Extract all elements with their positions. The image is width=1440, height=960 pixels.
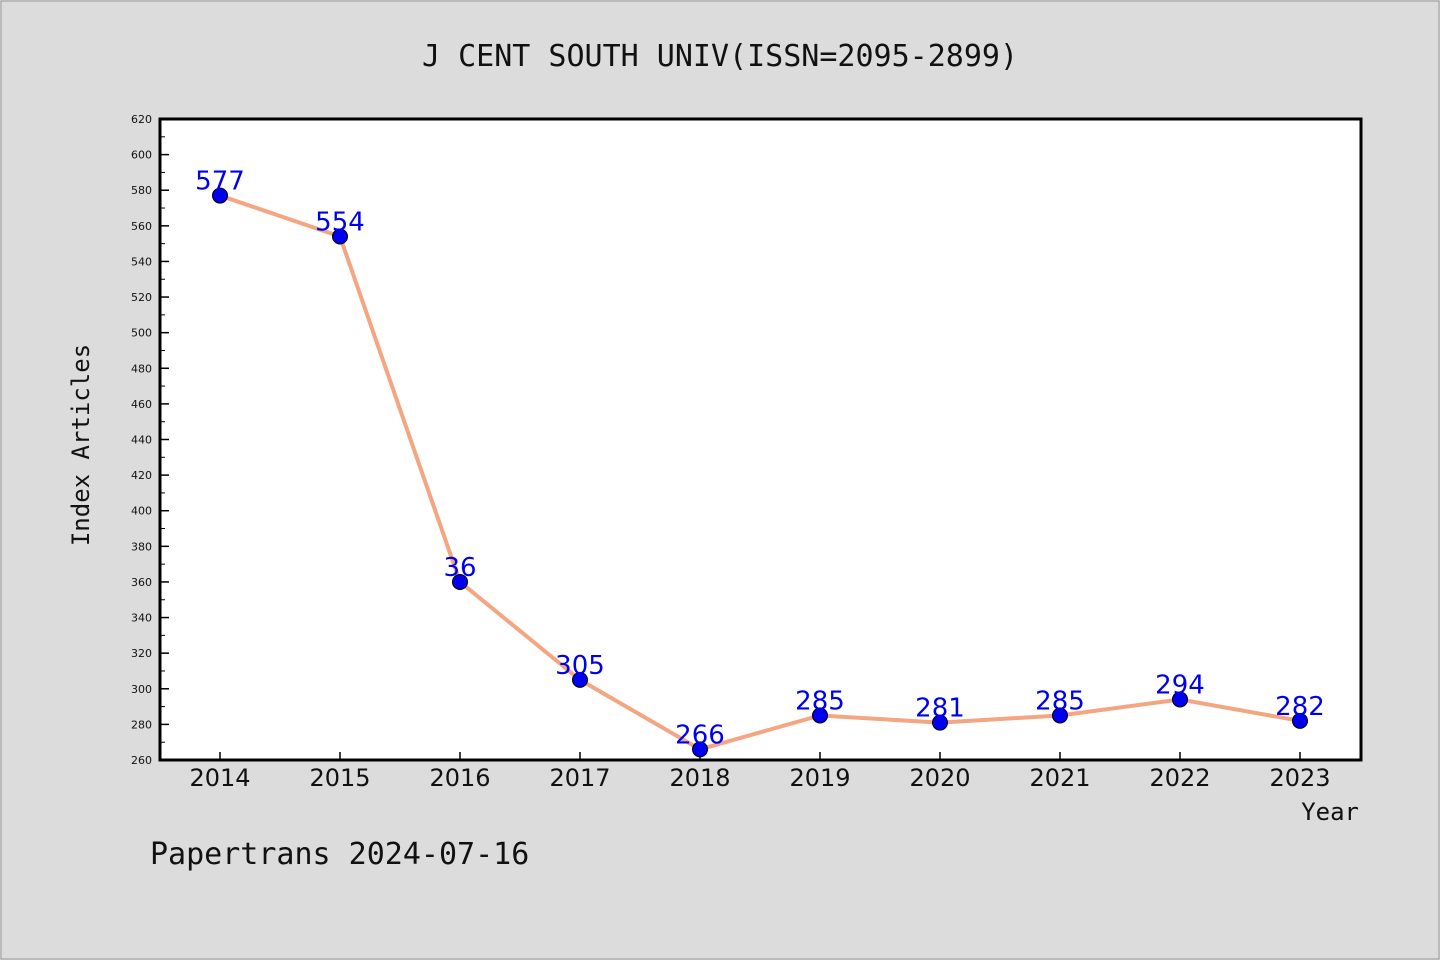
data-point (1292, 712, 1308, 729)
y-tick-label: 260 (131, 754, 152, 767)
y-tick-label: 300 (131, 683, 152, 696)
data-label: 294 (1155, 670, 1205, 700)
x-tick-label: 2015 (309, 764, 370, 792)
y-tick-label: 480 (131, 362, 152, 375)
x-tick-label: 2021 (1029, 764, 1090, 792)
footer-credit: Papertrans 2024-07-16 (150, 837, 529, 872)
y-tick-label: 600 (131, 149, 152, 162)
y-tick-label: 500 (131, 327, 152, 340)
y-tick-label: 540 (131, 255, 152, 268)
data-label: 305 (555, 651, 605, 681)
y-tick-label: 280 (131, 718, 152, 731)
x-tick-label: 2019 (789, 764, 850, 792)
data-point (452, 573, 468, 590)
plot-area (160, 119, 1361, 760)
data-label: 282 (1275, 692, 1325, 722)
data-label: 36 (443, 553, 476, 583)
x-tick-label: 2020 (909, 764, 970, 792)
y-tick-label: 380 (131, 540, 152, 553)
x-axis-title: Year (1301, 798, 1359, 826)
y-tick-label: 440 (131, 434, 152, 447)
x-tick-label: 2017 (549, 764, 610, 792)
x-tick-label: 2016 (429, 764, 490, 792)
x-tick-label: 2014 (189, 764, 250, 792)
data-label: 577 (195, 167, 245, 197)
plot-border (158, 117, 1363, 762)
y-tick-label: 460 (131, 398, 152, 411)
y-tick-label: 340 (131, 612, 152, 625)
y-tick-label: 620 (131, 113, 152, 126)
y-tick-label: 360 (131, 576, 152, 589)
y-axis: 260 280 300 320 340 360 380 400 420 440 460 480 500 5… (131, 113, 169, 767)
chart-title: J CENT SOUTH UNIV(ISSN=2095-2899) (422, 39, 1018, 74)
data-point (932, 714, 948, 731)
y-axis-title: Index Articles (67, 344, 95, 546)
x-tick-label: 2022 (1149, 764, 1210, 792)
data-point (332, 228, 348, 245)
data-markers (212, 187, 1308, 758)
y-tick-label: 400 (131, 505, 152, 518)
x-tick-label: 2023 (1269, 764, 1330, 792)
data-point (1172, 691, 1188, 708)
data-point (212, 187, 228, 204)
data-point (692, 741, 708, 758)
data-label: 554 (315, 208, 365, 238)
data-point (1052, 707, 1068, 724)
data-label: 285 (1035, 686, 1085, 716)
y-tick-label: 420 (131, 469, 152, 482)
data-label: 266 (675, 720, 725, 750)
y-tick-label: 520 (131, 291, 152, 304)
y-tick-label: 560 (131, 220, 152, 233)
data-point (572, 671, 588, 688)
y-tick-label: 580 (131, 184, 152, 197)
y-tick-label: 320 (131, 647, 152, 660)
data-labels: 577 554 36 305 266 285 281 285 294 282 (195, 167, 1325, 751)
x-tick-label: 2018 (669, 764, 730, 792)
data-label: 281 (915, 694, 965, 724)
data-point (812, 707, 828, 724)
series-line (219, 193, 1301, 752)
x-axis: 2014 2015 2016 2017 2018 2019 2020 2021 2022 2023 (189, 752, 1331, 792)
data-label: 285 (795, 686, 845, 716)
